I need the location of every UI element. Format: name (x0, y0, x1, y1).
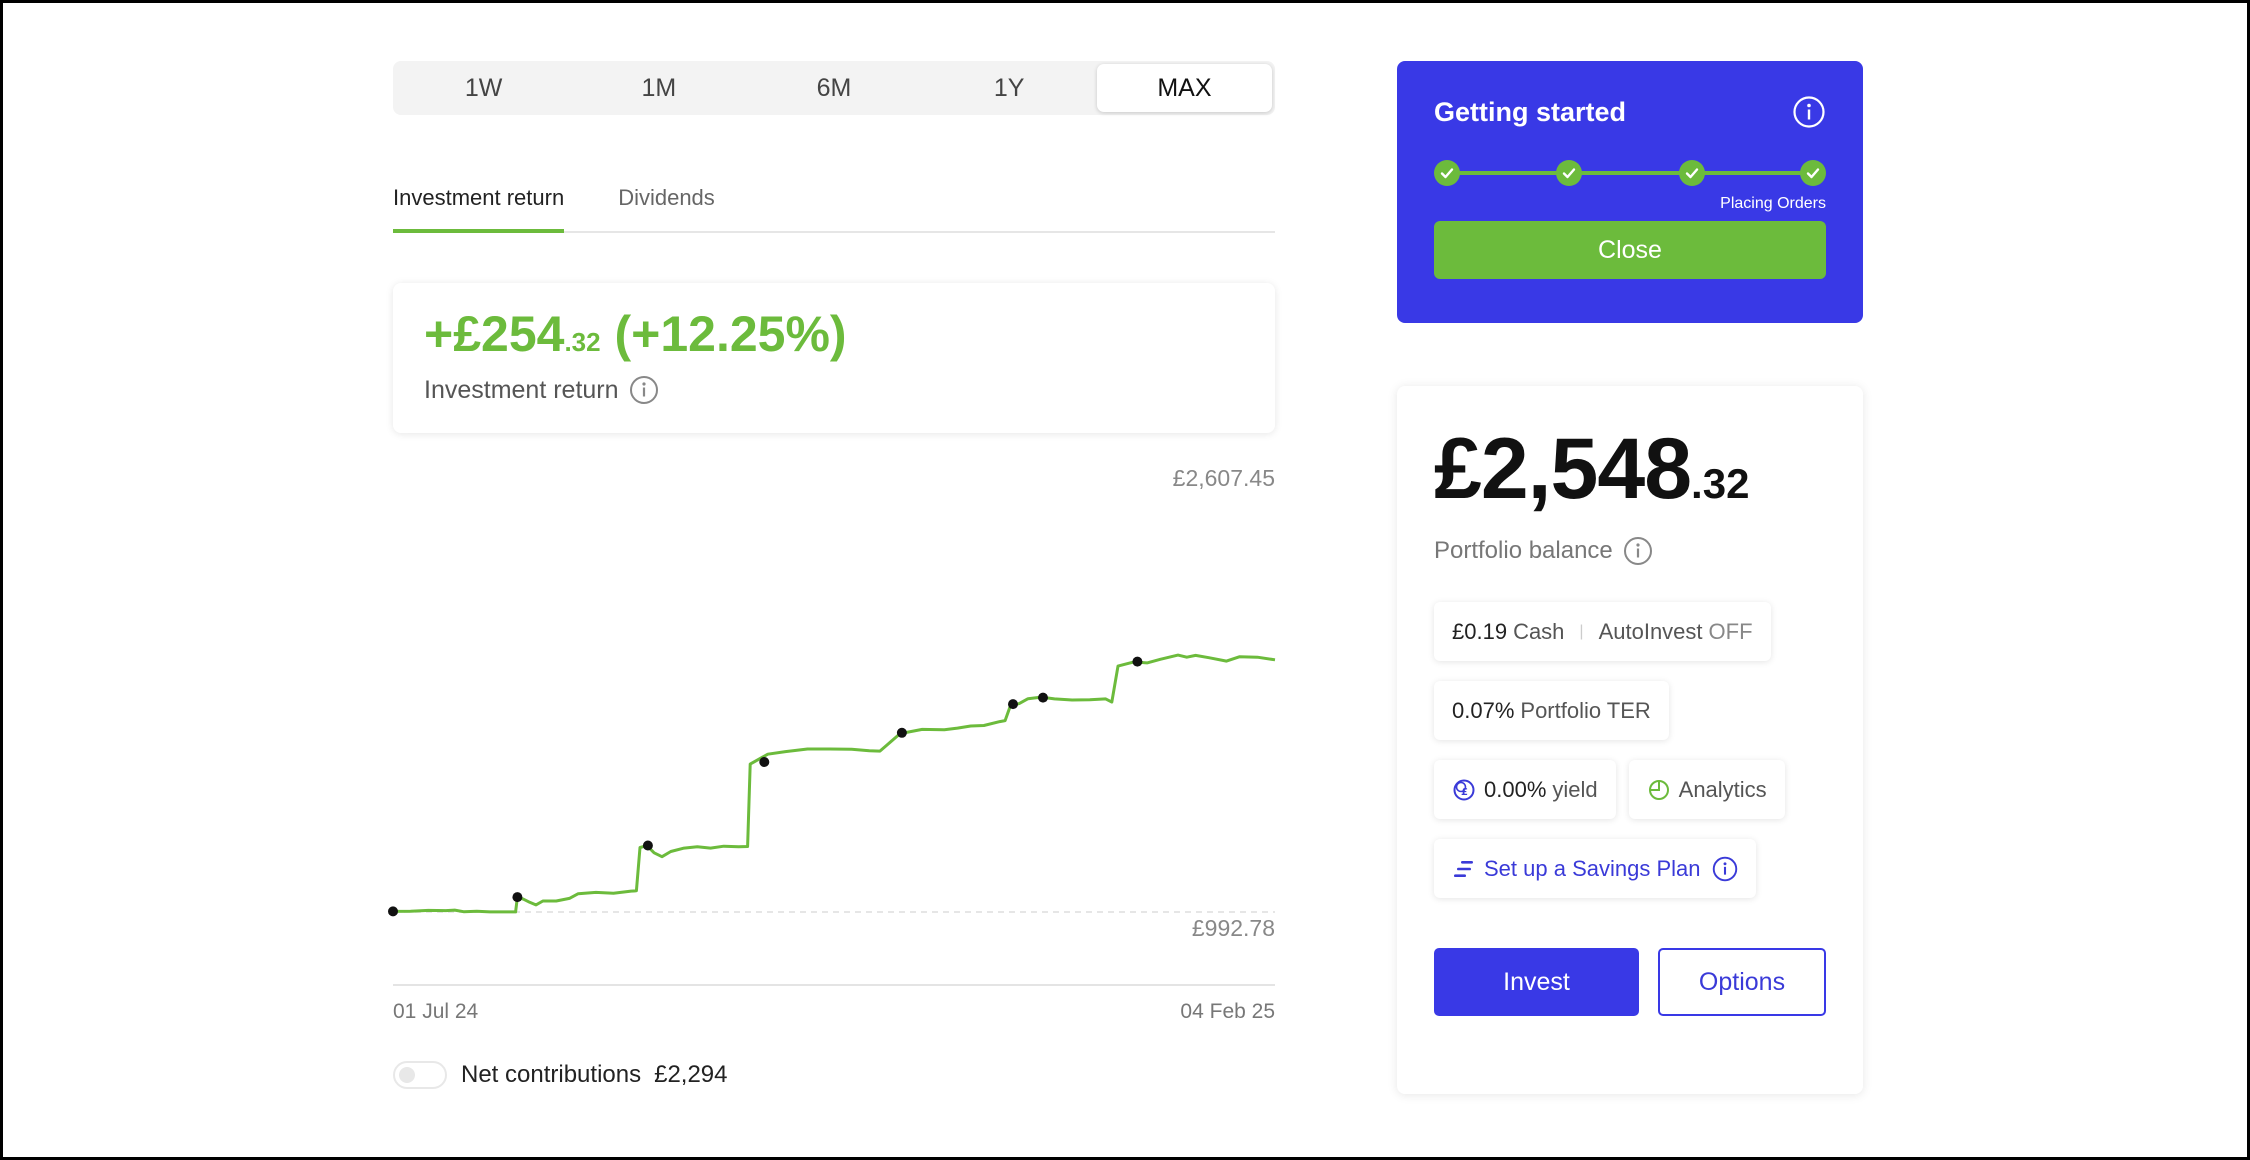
chart-start-date: 01 Jul 24 (393, 1000, 479, 1023)
step-check-icon (1800, 160, 1826, 186)
chip-separator: | (1579, 622, 1584, 640)
info-icon[interactable] (1712, 856, 1738, 882)
range-6m-button[interactable]: 6M (816, 73, 852, 102)
contribution-marker[interactable] (388, 906, 398, 917)
chart-canvas (388, 653, 1276, 917)
chart-min-label: £992.78 (1191, 915, 1275, 941)
net-contributions-toggle[interactable] (393, 1061, 447, 1089)
portfolio-card: £2,548.32 Portfolio balance £0.19 Cash |… (1397, 386, 1863, 1094)
info-icon[interactable] (1792, 95, 1826, 129)
investment-return-card: +£254.32 (+12.25%) Investment return (393, 283, 1275, 433)
close-button[interactable]: Close (1434, 221, 1826, 279)
time-range-selector: 1W 1M 6M 1Y MAX (393, 61, 1275, 115)
ter-chip[interactable]: 0.07% Portfolio TER (1434, 681, 1669, 740)
yield-label: yield (1552, 776, 1598, 802)
tab-dividends[interactable]: Dividends (618, 185, 715, 210)
range-1m-button[interactable]: 1M (641, 73, 677, 102)
onboarding-progress: Placing Orders (1434, 157, 1826, 212)
net-contributions-value: £2,294 (654, 1061, 728, 1088)
step-check-icon (1679, 160, 1705, 186)
autoinvest-status: OFF (1708, 618, 1753, 644)
cash-autoinvest-chip[interactable]: £0.19 Cash | AutoInvest OFF (1434, 602, 1771, 661)
savings-plan-icon (1452, 857, 1476, 881)
return-amount: +£254 (424, 306, 565, 362)
yield-value: 0.00% (1484, 776, 1547, 802)
range-max-button[interactable]: MAX (1096, 64, 1273, 112)
svg-text:£: £ (1461, 787, 1468, 798)
getting-started-title: Getting started (1434, 96, 1627, 127)
ter-value: 0.07% (1452, 697, 1515, 723)
savings-plan-label: Set up a Savings Plan (1484, 855, 1701, 881)
investment-return-line (392, 653, 1276, 914)
balance-amount: £2,548 (1434, 421, 1692, 517)
cash-label: Cash (1513, 618, 1565, 644)
left-column: 1W 1M 6M 1Y MAX Investment return Divide… (388, 61, 1276, 1089)
contribution-marker[interactable] (512, 892, 523, 903)
range-1y-button[interactable]: 1Y (993, 73, 1025, 102)
investment-return-label: Investment return (424, 375, 619, 404)
pie-chart-icon (1647, 778, 1671, 802)
getting-started-card: Getting started Placing Orders Close (1397, 61, 1863, 323)
analytics-chip[interactable]: Analytics (1628, 760, 1785, 819)
chart-end-date: 04 Feb 25 (1180, 1000, 1275, 1023)
pound-coin-icon: £ (1452, 778, 1476, 802)
progress-line (1446, 171, 1814, 175)
net-contributions-row: Net contributions £2,294 (393, 1061, 1275, 1089)
return-percent: (+12.25%) (614, 306, 847, 362)
contribution-marker[interactable] (759, 757, 770, 767)
info-icon[interactable] (629, 375, 659, 405)
portfolio-balance-value: £2,548.32 (1434, 426, 1826, 512)
cash-value: £0.19 (1452, 618, 1508, 644)
chart-max-label: £2,607.45 (1172, 465, 1275, 491)
yield-chip[interactable]: £ 0.00% yield (1434, 760, 1616, 819)
net-contributions-label: Net contributions (461, 1061, 642, 1088)
range-1w-button[interactable]: 1W (464, 73, 503, 102)
contribution-marker[interactable] (896, 727, 907, 738)
options-button[interactable]: Options (1658, 948, 1826, 1016)
investment-chart: £2,607.45 £992.78 01 Jul 24 04 Feb 25 (388, 465, 1276, 1025)
contribution-marker[interactable] (642, 840, 653, 851)
chart-tabs: Investment return Dividends (393, 169, 1275, 233)
tab-investment-return[interactable]: Investment return (393, 185, 565, 233)
return-cents: .32 (564, 327, 601, 357)
chart-x-axis (393, 984, 1275, 986)
savings-plan-chip[interactable]: Set up a Savings Plan (1434, 839, 1757, 898)
step-check-icon (1556, 160, 1582, 186)
investment-return-value: +£254.32 (+12.25%) (424, 309, 1244, 359)
contribution-marker[interactable] (1132, 656, 1143, 667)
portfolio-balance-label: Portfolio balance (1434, 537, 1613, 564)
step-label: Placing Orders (1720, 195, 1826, 212)
invest-button[interactable]: Invest (1434, 948, 1639, 1016)
analytics-label: Analytics (1678, 776, 1767, 802)
ter-label: Portfolio TER (1520, 697, 1651, 723)
autoinvest-label: AutoInvest (1598, 618, 1703, 644)
step-check-icon (1434, 160, 1460, 186)
balance-cents: .32 (1691, 460, 1750, 507)
info-icon[interactable] (1623, 536, 1653, 566)
contribution-marker[interactable] (1038, 692, 1048, 703)
contribution-marker[interactable] (1008, 699, 1018, 710)
